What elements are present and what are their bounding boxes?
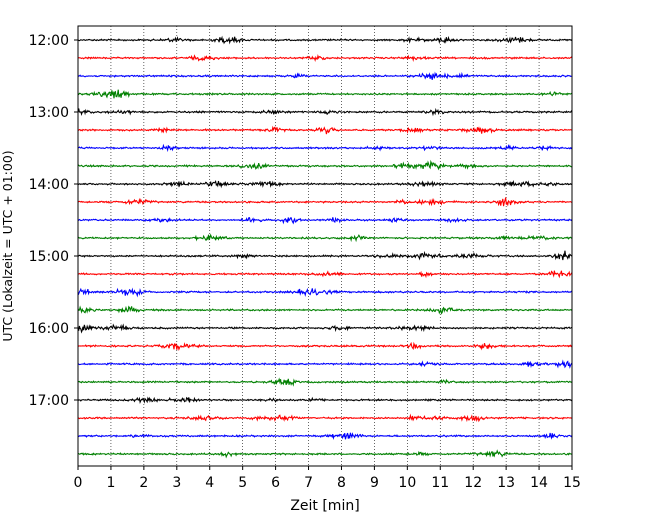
x-tick-label: 12	[464, 475, 482, 491]
seismogram-traces	[77, 35, 573, 459]
trace-1500	[77, 250, 573, 261]
trace-1230	[77, 71, 573, 80]
y-axis-ticks: 12:00 13:00 14:00 15:00 16:00 17:00	[29, 33, 78, 409]
x-tick-label: 3	[172, 475, 181, 491]
trace-1245	[77, 89, 573, 99]
x-tick-label: 1	[106, 475, 115, 491]
x-tick-label: 10	[398, 475, 416, 491]
trace-1200	[77, 35, 573, 45]
trace-1430	[77, 216, 573, 225]
trace-1730	[77, 432, 573, 441]
x-tick-label: 9	[370, 475, 379, 491]
trace-1715	[77, 413, 573, 423]
x-tick-label: 11	[431, 475, 449, 491]
vertical-gridlines	[110, 26, 540, 466]
y-tick-label: 15:00	[29, 249, 69, 265]
x-tick-label: 6	[271, 475, 280, 491]
trace-1630	[77, 359, 573, 369]
x-tick-label: 2	[139, 475, 148, 491]
trace-1545	[77, 305, 573, 315]
y-tick-label: 16:00	[29, 321, 69, 337]
x-axis-label: Zeit [min]	[290, 498, 359, 514]
trace-1645	[77, 377, 573, 387]
x-tick-label: 8	[337, 475, 346, 491]
trace-1600	[77, 323, 573, 334]
y-tick-label: 12:00	[29, 33, 69, 49]
trace-1615	[77, 341, 573, 352]
trace-1330	[77, 143, 573, 153]
x-tick-label: 4	[205, 475, 214, 491]
x-axis-ticks: 0 1 2 3 4 5 6 7 8 9 10 11 12 13 14 15	[74, 466, 581, 491]
y-axis-label: UTC (Lokalzeit = UTC + 01:00)	[0, 150, 15, 341]
y-tick-label: 14:00	[29, 177, 69, 193]
x-tick-label: 0	[74, 475, 83, 491]
trace-1745	[77, 449, 573, 459]
trace-1315	[77, 125, 573, 135]
trace-1400	[77, 179, 573, 189]
y-tick-label: 13:00	[29, 105, 69, 121]
x-tick-label: 7	[304, 475, 313, 491]
x-tick-label: 13	[497, 475, 515, 491]
trace-1300	[77, 107, 573, 117]
trace-1215	[77, 54, 573, 62]
y-tick-label: 17:00	[29, 393, 69, 409]
x-tick-label: 14	[530, 475, 548, 491]
trace-1445	[77, 233, 573, 243]
x-tick-label: 5	[238, 475, 247, 491]
plot-frame	[77, 25, 573, 467]
trace-1515	[77, 270, 573, 279]
x-tick-label: 15	[563, 475, 581, 491]
trace-1415	[77, 197, 573, 207]
trace-1530	[77, 287, 573, 298]
trace-1345	[77, 159, 573, 171]
trace-1700	[77, 396, 573, 404]
